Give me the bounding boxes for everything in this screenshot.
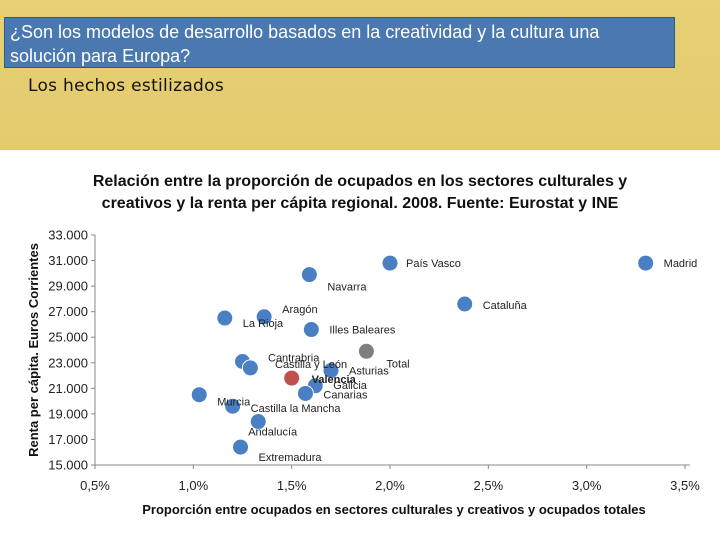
x-axis-label: Proporción entre ocupados en sectores cu… — [142, 502, 646, 517]
point-label-canarias: Canarias — [323, 389, 368, 401]
point-label-illes-baleares: Illes Baleares — [329, 325, 396, 337]
x-ticks: 0,5% 1,0% 1,5% 2,0% 2,5% 3,0% 3,5% — [80, 465, 700, 493]
point-cataluna — [456, 295, 474, 313]
point-murcia — [190, 386, 208, 404]
point-navarra — [300, 266, 318, 284]
point-label-murcia: Murcia — [217, 397, 251, 409]
x-tick-label: 2,0% — [375, 478, 405, 493]
point-castilla-la-mancha — [224, 397, 242, 415]
y-tick-label: 15.000 — [48, 458, 88, 473]
y-ticks: 15.000 17.000 19.000 21.000 23.000 25.000 27.0… — [48, 228, 95, 473]
point-aragon — [255, 308, 273, 326]
point-castilla-y-leon — [241, 359, 259, 377]
y-tick-label: 29.000 — [48, 279, 88, 294]
point-madrid — [637, 254, 655, 272]
point-label-navarra: Navarra — [327, 282, 367, 294]
point-label-andalucia: Andalucía — [248, 427, 298, 439]
point-label-asturias: Asturias — [349, 365, 389, 377]
point-pais-vasco — [381, 254, 399, 272]
point-la-rioja — [216, 309, 234, 327]
x-tick-label: 0,5% — [80, 478, 110, 493]
point-label-castilla-y-leon: Castilla y León — [275, 359, 347, 371]
point-total — [357, 342, 375, 360]
point-label-total: Total — [386, 358, 409, 370]
point-valencia — [283, 369, 301, 387]
x-tick-label: 2,5% — [474, 478, 504, 493]
chart-card — [0, 150, 720, 540]
x-tick-label: 1,5% — [277, 478, 307, 493]
x-tick-label: 1,0% — [179, 478, 209, 493]
point-labels: Madrid País Vasco Navarra Cataluña La Rioja A… — [217, 258, 697, 464]
scatter-chart: Relación entre la proporción de ocupados… — [26, 173, 700, 517]
point-label-cataluna: Cataluña — [483, 300, 528, 312]
point-label-aragon: Aragón — [282, 304, 317, 316]
y-axis-label: Renta per cápita. Euros Corrientes — [26, 243, 41, 457]
point-label-cantrabria: Cantrabria — [268, 353, 320, 365]
point-label-la-rioja: La Rioja — [243, 318, 284, 330]
point-illes-baleares — [302, 321, 320, 339]
data-points — [190, 254, 655, 456]
chart-title-line-2: creativos y la renta per cápita regional… — [102, 195, 619, 212]
y-tick-label: 33.000 — [48, 228, 88, 243]
slide-title: ¿Son los modelos de desarrollo basados e… — [4, 17, 675, 68]
point-label-extremadura: Extremadura — [259, 452, 323, 464]
x-tick-label: 3,5% — [670, 478, 700, 493]
y-tick-label: 21.000 — [48, 381, 88, 396]
point-label-valencia: Valencia — [312, 374, 357, 386]
point-canarias — [296, 384, 314, 402]
y-tick-label: 31.000 — [48, 253, 88, 268]
y-tick-label: 27.000 — [48, 304, 88, 319]
point-extremadura — [232, 438, 250, 456]
point-asturias — [322, 361, 340, 379]
point-andalucia — [249, 413, 267, 431]
point-label-madrid: Madrid — [664, 258, 698, 270]
y-tick-label: 17.000 — [48, 432, 88, 447]
y-tick-label: 19.000 — [48, 406, 88, 421]
y-tick-label: 25.000 — [48, 330, 88, 345]
x-tick-label: 3,0% — [572, 478, 602, 493]
y-tick-label: 23.000 — [48, 355, 88, 370]
point-label-castilla-la-mancha: Castilla la Mancha — [251, 403, 342, 415]
point-label-pais-vasco: País Vasco — [406, 258, 461, 270]
point-label-galicia: Galicia — [333, 380, 368, 392]
slide-subtitle: Los hechos estilizados — [28, 76, 224, 96]
chart-title-line-1: Relación entre la proporción de ocupados… — [93, 173, 627, 190]
